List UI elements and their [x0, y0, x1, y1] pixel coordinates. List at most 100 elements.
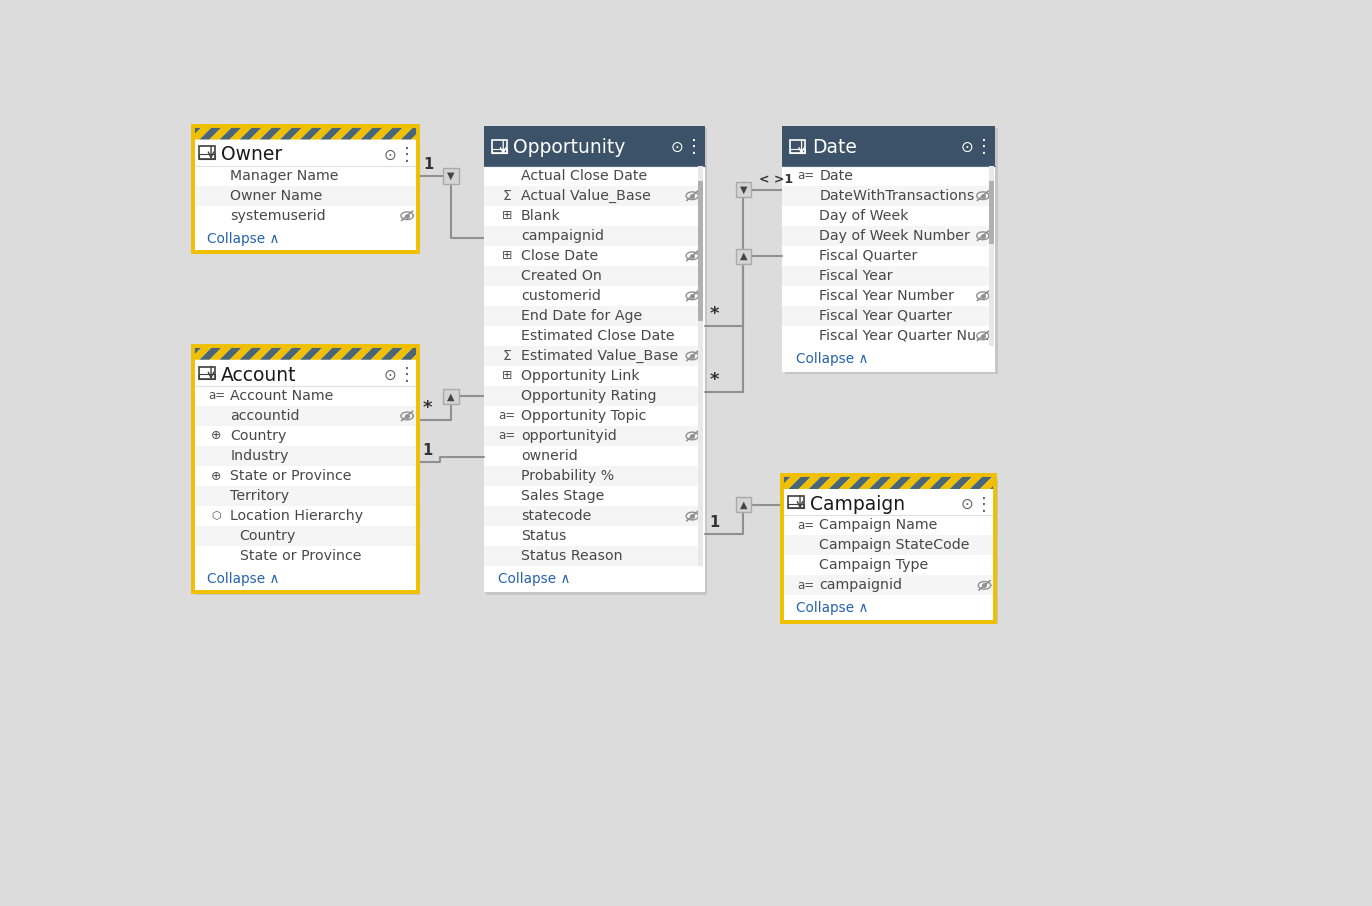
Polygon shape [1081, 476, 1104, 489]
Bar [782, 265, 989, 285]
Text: Opportunity Link: Opportunity Link [521, 369, 639, 383]
Bar [484, 546, 698, 566]
Polygon shape [1100, 476, 1125, 489]
Polygon shape [1251, 476, 1276, 489]
Polygon shape [1010, 476, 1034, 489]
Polygon shape [361, 126, 384, 140]
Text: ▲: ▲ [740, 251, 748, 261]
Bar [484, 506, 698, 526]
Polygon shape [778, 476, 803, 489]
Polygon shape [1242, 476, 1266, 489]
Text: Blank: Blank [521, 208, 561, 223]
Text: opportunityid: opportunityid [521, 429, 617, 443]
Polygon shape [808, 476, 833, 489]
Text: Opportunity: Opportunity [513, 138, 626, 157]
Polygon shape [350, 346, 375, 360]
Polygon shape [819, 476, 842, 489]
Text: Fiscal Year Quarter: Fiscal Year Quarter [819, 309, 952, 323]
Polygon shape [210, 126, 233, 140]
Text: statecode: statecode [521, 509, 591, 523]
Polygon shape [139, 346, 163, 360]
Polygon shape [748, 476, 772, 489]
Bar [989, 181, 993, 244]
Polygon shape [683, 346, 707, 360]
Polygon shape [738, 476, 761, 489]
Polygon shape [442, 346, 465, 360]
Bar [782, 476, 995, 516]
Polygon shape [289, 346, 314, 360]
Bar [790, 149, 805, 153]
Text: 1: 1 [423, 443, 432, 458]
Polygon shape [1191, 476, 1216, 489]
Bar [484, 466, 698, 486]
Bar [698, 166, 702, 566]
Text: ⋮: ⋮ [685, 139, 702, 156]
Bar [491, 149, 508, 153]
Text: ⊙: ⊙ [960, 497, 974, 512]
Bar [782, 476, 995, 489]
Bar [782, 126, 995, 372]
Polygon shape [563, 346, 586, 360]
Text: Fiscal Year Quarter Nu...: Fiscal Year Quarter Nu... [819, 329, 991, 342]
Polygon shape [1051, 476, 1074, 489]
Polygon shape [653, 126, 676, 140]
Text: Date: Date [812, 138, 856, 157]
Polygon shape [940, 476, 963, 489]
Polygon shape [623, 126, 646, 140]
Bar [484, 426, 698, 446]
Polygon shape [663, 126, 687, 140]
Polygon shape [713, 346, 737, 360]
Polygon shape [1181, 476, 1206, 489]
Polygon shape [442, 126, 465, 140]
Bar [789, 496, 804, 508]
Polygon shape [572, 346, 597, 360]
Text: ⋮: ⋮ [975, 139, 993, 156]
Text: Fiscal Year: Fiscal Year [819, 269, 893, 283]
Polygon shape [1111, 476, 1135, 489]
Bar [193, 486, 418, 506]
Text: ⋮: ⋮ [398, 366, 416, 384]
Bar [199, 154, 215, 159]
Polygon shape [320, 126, 344, 140]
Text: ⊙: ⊙ [384, 148, 397, 162]
Polygon shape [199, 346, 224, 360]
Polygon shape [320, 346, 344, 360]
Polygon shape [879, 476, 903, 489]
Text: Sales Stage: Sales Stage [521, 489, 605, 503]
Polygon shape [412, 346, 435, 360]
Polygon shape [910, 476, 933, 489]
Bar [193, 126, 418, 252]
Text: *: * [423, 399, 432, 417]
Text: State or Province: State or Province [230, 469, 351, 483]
Polygon shape [259, 126, 284, 140]
Bar [789, 504, 804, 508]
Polygon shape [381, 126, 405, 140]
Text: ⊙: ⊙ [671, 140, 683, 155]
Text: ⋮: ⋮ [975, 496, 993, 514]
Bar [443, 389, 458, 404]
Polygon shape [289, 126, 314, 140]
Polygon shape [889, 476, 914, 489]
Text: Actual Close Date: Actual Close Date [521, 169, 648, 183]
Polygon shape [702, 346, 727, 360]
Bar [989, 166, 993, 346]
Text: Status: Status [521, 529, 567, 543]
Polygon shape [683, 126, 707, 140]
Text: Σ: Σ [502, 188, 512, 203]
Polygon shape [331, 346, 354, 360]
Text: Collapse ∧: Collapse ∧ [796, 352, 868, 366]
Polygon shape [431, 346, 456, 360]
Polygon shape [702, 126, 727, 140]
Text: Owner Name: Owner Name [230, 188, 322, 203]
Polygon shape [980, 476, 1004, 489]
Polygon shape [789, 476, 812, 489]
Polygon shape [180, 126, 203, 140]
Polygon shape [672, 346, 697, 360]
Polygon shape [150, 346, 173, 360]
Bar [735, 248, 752, 264]
Bar [491, 140, 508, 153]
Polygon shape [229, 346, 254, 360]
Polygon shape [491, 126, 516, 140]
Text: Country: Country [230, 429, 287, 443]
Bar [782, 535, 995, 555]
